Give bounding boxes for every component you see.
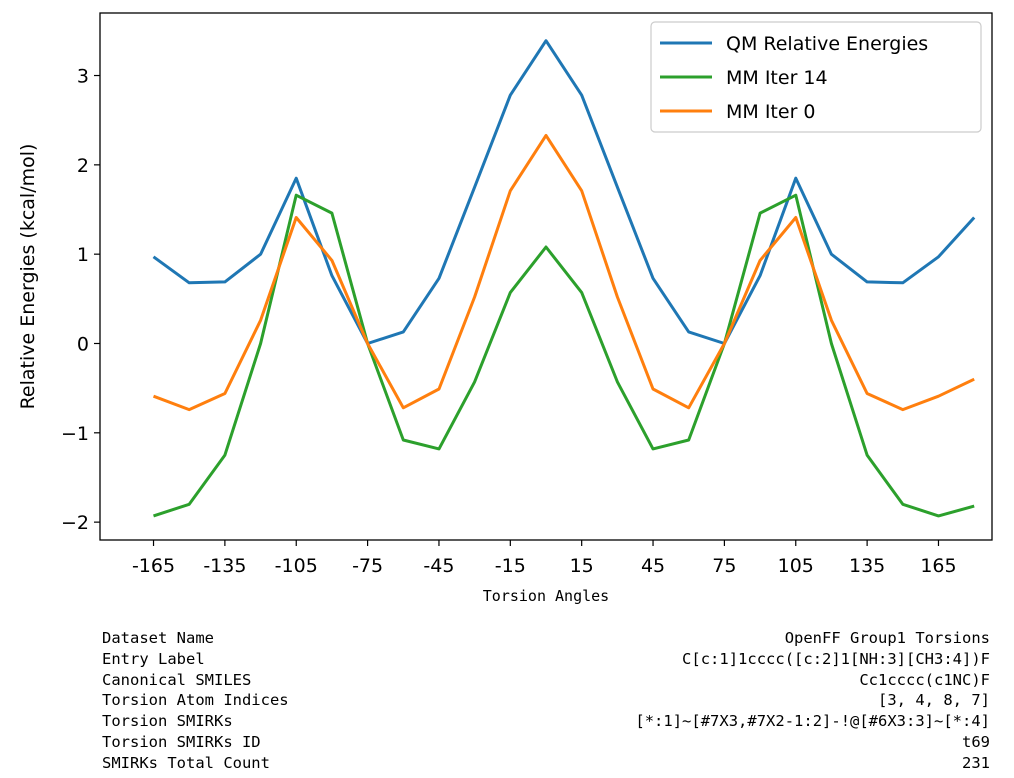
ticks-layer: -165 -135 -105 -75 -45 -15 15 45 75 105 135 165 −2 −1… [61, 66, 957, 577]
x-tick-label: -105 [275, 555, 318, 577]
x-tick-label: -75 [352, 555, 383, 577]
y-tick-label: 3 [77, 66, 89, 88]
info-value: [3, 4, 8, 7] [878, 691, 990, 710]
x-tick-label: -135 [203, 555, 246, 577]
legend-entry: MM Iter 14 [726, 67, 828, 89]
y-axis-label: Relative Energies (kcal/mol) [17, 144, 39, 410]
y-tick-label: −2 [61, 512, 89, 534]
legend-entry: MM Iter 0 [726, 101, 816, 123]
plot-frame [99, 12, 993, 541]
info-label: SMIRKs Total Count [102, 753, 270, 772]
y-tick-label: 2 [77, 155, 89, 177]
y-tick-label: 0 [77, 333, 89, 355]
x-tick-label: 15 [570, 555, 594, 577]
series-layer [152, 39, 976, 518]
y-tick-label: −1 [61, 423, 89, 445]
x-tick-label: -165 [132, 555, 175, 577]
x-tick-label: 75 [712, 555, 736, 577]
info-row: Canonical SMILES Cc1cccc(c1NC)F [102, 670, 990, 691]
info-table: Dataset Name OpenFF Group1 Torsions Entry … [102, 628, 990, 774]
info-row: Torsion SMIRKs ID t69 [102, 732, 990, 753]
info-row: SMIRKs Total Count 231 [102, 753, 990, 774]
torsion-energy-chart: -165 -135 -105 -75 -45 -15 15 45 75 105 135 165 −2 −1… [17, 12, 993, 605]
info-row: Torsion SMIRKs [*:1]~[#7X3,#7X2-1:2]-!@[#… [102, 711, 990, 732]
x-tick-label: 105 [778, 555, 814, 577]
info-value: OpenFF Group1 Torsions [784, 629, 990, 647]
series-line-0 [152, 39, 976, 345]
x-tick-label: -45 [423, 555, 454, 577]
info-label: Dataset Name [102, 629, 214, 647]
info-label: Entry Label [102, 649, 205, 668]
series-line-1 [153, 193, 975, 518]
info-value: 231 [962, 753, 990, 772]
x-tick-label: -15 [495, 555, 526, 577]
info-label: Torsion SMIRKs ID [102, 732, 261, 751]
legend-entry: QM Relative Energies [726, 33, 928, 55]
x-axis-label: Torsion Angles [483, 587, 609, 605]
info-label: Torsion SMIRKs [102, 712, 233, 731]
x-tick-label: 135 [849, 555, 885, 577]
info-row: Torsion Atom Indices [3, 4, 8, 7] [102, 690, 990, 711]
x-tick-label: 165 [920, 555, 956, 577]
legend: QM Relative Energies MM Iter 14 MM Iter 0 [650, 21, 982, 133]
y-tick-label: 1 [77, 244, 89, 266]
info-row: Entry Label C[c:1]1cccc([c:2]1[NH:3][CH3:… [102, 649, 990, 670]
info-value: t69 [962, 732, 990, 751]
info-label: Torsion Atom Indices [102, 691, 289, 710]
x-tick-label: 45 [641, 555, 665, 577]
info-row: Dataset Name OpenFF Group1 Torsions [102, 628, 990, 649]
series-line-2 [152, 133, 975, 412]
legend-box [650, 21, 982, 133]
info-label: Canonical SMILES [102, 670, 252, 689]
info-value: C[c:1]1cccc([c:2]1[NH:3][CH3:4])F [682, 649, 990, 668]
info-value: [*:1]~[#7X3,#7X2-1:2]-!@[#6X3:3]~[*:4] [635, 712, 990, 731]
info-value: Cc1cccc(c1NC)F [859, 670, 990, 689]
